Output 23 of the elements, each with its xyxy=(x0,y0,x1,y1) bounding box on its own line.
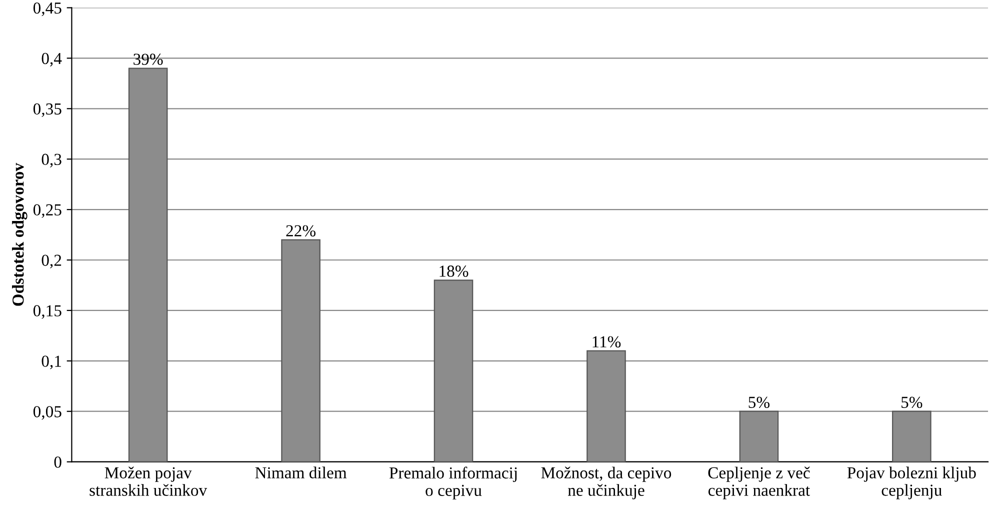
x-tick-label: Premalo informacij o cepivu xyxy=(389,466,517,500)
x-tick-label: Pojav bolezni kljub cepljenju xyxy=(847,466,976,500)
data-label: 18% xyxy=(440,266,468,277)
y-tick-label: 0,25 xyxy=(33,204,62,218)
y-tick-label: 0,15 xyxy=(33,305,62,319)
x-tick-label: Možen pojav stranskih učinkov xyxy=(90,466,208,496)
y-axis-title: Odstotek odgovorov xyxy=(12,162,28,306)
y-tick-label: 0,35 xyxy=(33,103,62,117)
data-label: 39% xyxy=(134,54,163,65)
y-tick-label: 0,1 xyxy=(42,356,61,370)
y-tick-label: 0,45 xyxy=(33,2,62,16)
y-tick-label: 0,4 xyxy=(42,52,62,67)
y-tick-label: 0,2 xyxy=(42,254,62,268)
y-tick-label: 0,3 xyxy=(42,154,62,168)
y-tick-label: 0 xyxy=(54,456,62,468)
data-label: 22% xyxy=(286,225,316,236)
x-tick-label: Možnost, da cepivo ne učinkuje xyxy=(541,466,672,500)
data-label: 11% xyxy=(592,336,621,348)
x-tick-label: Cepljenje z več cepivi naenkrat xyxy=(708,466,810,500)
data-label: 5% xyxy=(902,396,922,408)
x-tick-label: Nimam dilem xyxy=(255,466,347,478)
y-tick-label: 0,05 xyxy=(33,406,62,420)
data-label: 5% xyxy=(748,396,770,408)
